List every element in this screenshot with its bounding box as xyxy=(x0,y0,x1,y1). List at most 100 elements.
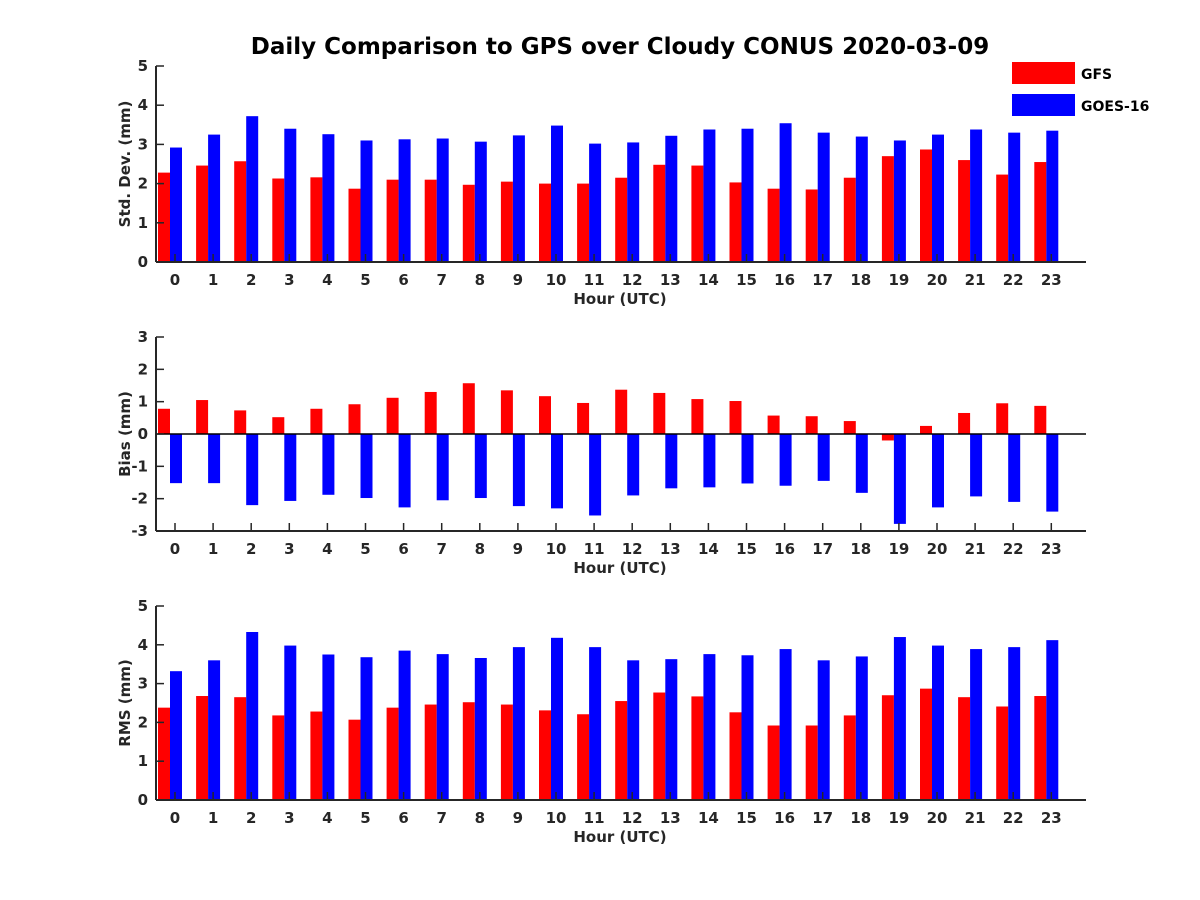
x-tick-label: 20 xyxy=(927,540,948,558)
bar-goes-16-hour-15 xyxy=(741,128,754,262)
bar-goes-16-hour-0 xyxy=(170,434,182,484)
y-tick-label: -3 xyxy=(131,522,148,540)
x-tick-label: 17 xyxy=(812,540,833,558)
x-tick-label: 8 xyxy=(475,271,485,289)
bar-gfs-hour-16 xyxy=(767,188,780,262)
bar-goes-16-hour-10 xyxy=(551,434,563,509)
x-tick-label: 5 xyxy=(360,540,370,558)
bar-gfs-hour-22 xyxy=(996,403,1009,434)
bar-gfs-hour-3 xyxy=(272,715,285,800)
bar-gfs-hour-21 xyxy=(958,697,971,800)
bar-goes-16-hour-15 xyxy=(741,655,754,800)
bar-gfs-hour-15 xyxy=(729,712,742,800)
bar-gfs-hour-0 xyxy=(158,172,170,262)
y-tick-label: 2 xyxy=(138,175,148,193)
x-tick-label: 15 xyxy=(736,809,757,827)
x-tick-label: 12 xyxy=(622,809,643,827)
x-tick-label: 18 xyxy=(850,809,871,827)
bar-goes-16-hour-0 xyxy=(170,671,182,800)
bar-gfs-hour-1 xyxy=(196,165,209,262)
bar-goes-16-hour-17 xyxy=(817,434,830,481)
y-tick-label: -2 xyxy=(131,490,148,508)
bar-gfs-hour-11 xyxy=(577,402,590,434)
bar-gfs-hour-8 xyxy=(462,184,475,262)
x-tick-label: 12 xyxy=(622,271,643,289)
x-tick-label: 21 xyxy=(965,809,986,827)
x-tick-label: 6 xyxy=(398,809,408,827)
y-tick-label: 1 xyxy=(138,752,148,770)
x-tick-label: 2 xyxy=(246,809,256,827)
x-tick-label: 8 xyxy=(475,540,485,558)
x-tick-label: 10 xyxy=(546,271,567,289)
bar-goes-16-hour-9 xyxy=(512,135,525,262)
x-axis-label: Hour (UTC) xyxy=(573,559,666,577)
bar-gfs-hour-2 xyxy=(234,161,247,262)
x-tick-label: 16 xyxy=(774,809,795,827)
x-tick-label: 13 xyxy=(660,271,681,289)
bar-gfs-hour-14 xyxy=(691,165,704,262)
x-tick-label: 2 xyxy=(246,271,256,289)
x-tick-label: 4 xyxy=(322,271,332,289)
y-tick-label: 3 xyxy=(138,328,148,346)
bar-gfs-hour-7 xyxy=(424,391,437,434)
x-tick-label: 0 xyxy=(170,540,180,558)
x-tick-label: 16 xyxy=(774,540,795,558)
bar-goes-16-hour-17 xyxy=(817,132,830,262)
bar-gfs-hour-4 xyxy=(310,711,323,800)
bar-goes-16-hour-12 xyxy=(627,660,640,800)
bar-gfs-hour-9 xyxy=(500,704,513,800)
bar-goes-16-hour-13 xyxy=(665,434,678,489)
bar-gfs-hour-18 xyxy=(843,421,856,434)
bar-gfs-hour-2 xyxy=(234,697,247,800)
bar-gfs-hour-10 xyxy=(539,396,551,434)
x-tick-label: 1 xyxy=(208,271,218,289)
legend-swatch-goes-16 xyxy=(1012,94,1075,116)
y-tick-label: 0 xyxy=(138,253,148,271)
bar-goes-16-hour-8 xyxy=(474,434,487,499)
x-tick-label: 20 xyxy=(927,809,948,827)
bar-gfs-hour-11 xyxy=(577,183,590,262)
x-tick-label: 22 xyxy=(1003,809,1024,827)
x-tick-label: 20 xyxy=(927,271,948,289)
bar-goes-16-hour-11 xyxy=(589,143,602,262)
x-axis-label: Hour (UTC) xyxy=(573,828,666,846)
x-tick-label: 23 xyxy=(1041,809,1062,827)
y-tick-label: 4 xyxy=(138,636,148,654)
x-tick-label: 8 xyxy=(475,809,485,827)
bar-goes-16-hour-22 xyxy=(1008,132,1021,262)
bar-gfs-hour-6 xyxy=(386,179,399,262)
bar-goes-16-hour-3 xyxy=(284,645,297,800)
x-tick-label: 4 xyxy=(322,540,332,558)
x-tick-label: 7 xyxy=(436,809,446,827)
x-tick-label: 7 xyxy=(436,271,446,289)
bar-goes-16-hour-18 xyxy=(855,136,868,262)
bar-gfs-hour-8 xyxy=(462,702,475,800)
y-tick-label: -1 xyxy=(131,457,148,475)
legend-swatch-gfs xyxy=(1012,62,1075,84)
x-tick-label: 10 xyxy=(546,540,567,558)
legend-label: GOES-16 xyxy=(1081,99,1149,115)
bar-goes-16-hour-2 xyxy=(246,434,259,506)
x-tick-label: 13 xyxy=(660,809,681,827)
x-tick-label: 21 xyxy=(965,271,986,289)
bar-gfs-hour-10 xyxy=(539,710,551,800)
bar-gfs-hour-20 xyxy=(920,688,932,800)
x-tick-label: 6 xyxy=(398,271,408,289)
x-tick-label: 0 xyxy=(170,809,180,827)
bar-goes-16-hour-2 xyxy=(246,116,259,263)
x-tick-label: 2 xyxy=(246,540,256,558)
bar-gfs-hour-13 xyxy=(653,692,666,800)
bar-gfs-hour-3 xyxy=(272,417,285,434)
x-tick-label: 7 xyxy=(436,540,446,558)
bar-goes-16-hour-8 xyxy=(474,141,487,262)
bar-goes-16-hour-8 xyxy=(474,657,487,800)
x-tick-label: 4 xyxy=(322,809,332,827)
x-tick-label: 9 xyxy=(513,809,523,827)
x-tick-label: 14 xyxy=(698,809,719,827)
y-tick-label: 1 xyxy=(138,214,148,232)
bar-goes-16-hour-12 xyxy=(627,434,640,496)
bar-gfs-hour-7 xyxy=(424,704,437,800)
bar-goes-16-hour-17 xyxy=(817,660,830,800)
bar-goes-16-hour-14 xyxy=(703,434,716,488)
bar-gfs-hour-20 xyxy=(920,149,932,262)
